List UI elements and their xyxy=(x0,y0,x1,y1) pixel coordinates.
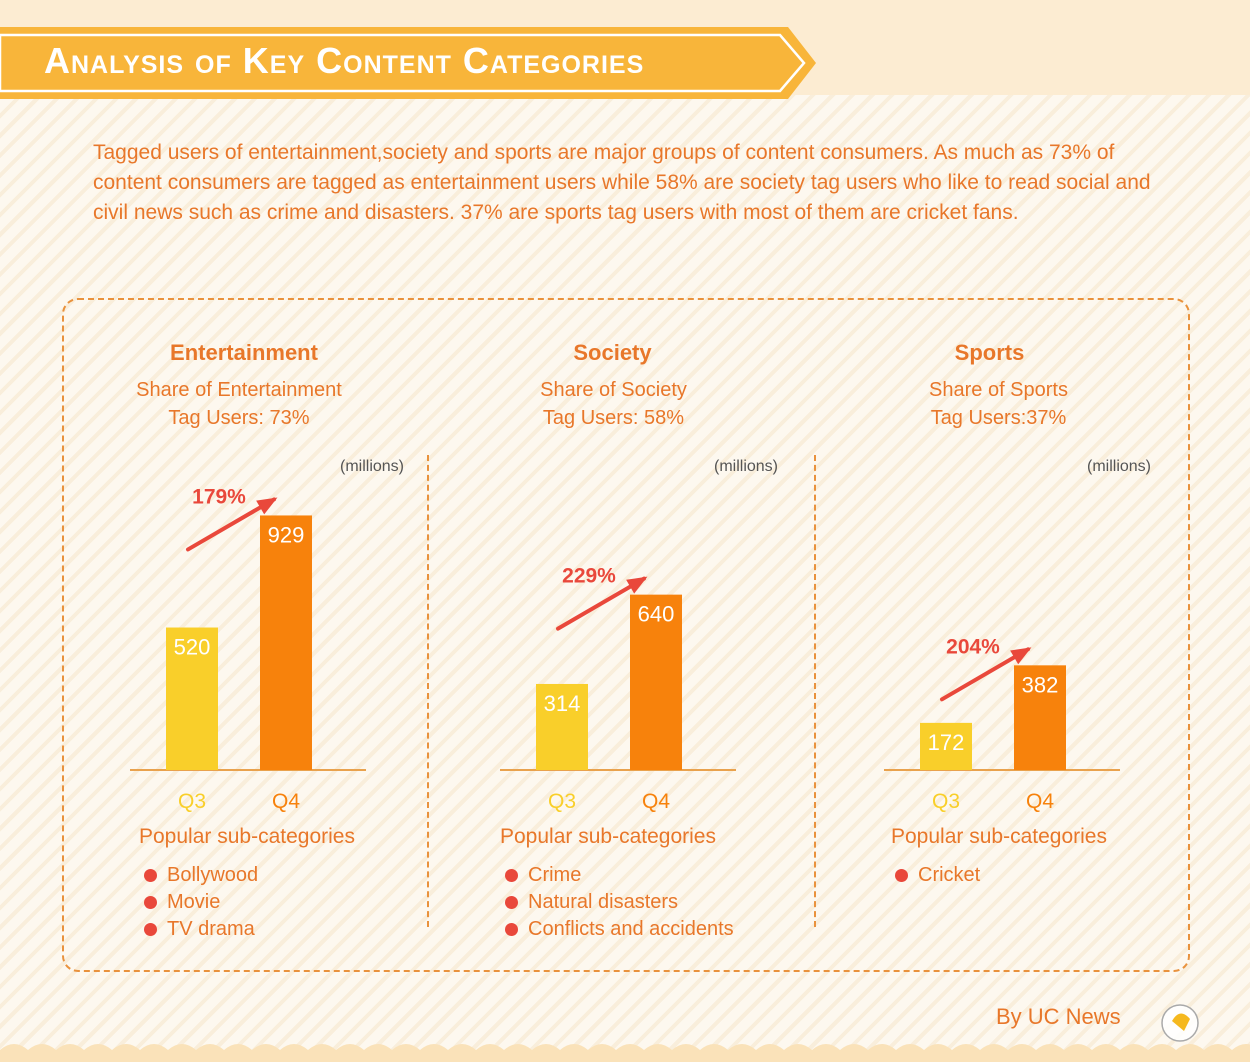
growth-label: 179% xyxy=(192,485,246,508)
category-tick-label: Q4 xyxy=(1026,790,1054,813)
bullet-dot-icon xyxy=(144,923,157,936)
bar-value-label: 640 xyxy=(638,602,675,627)
society-panel: Society Share of Society Tag Users: 58% … xyxy=(430,330,815,970)
popular-label: Popular sub-categories xyxy=(500,825,716,848)
sports-chart: 172 Q3 382 Q4 204% xyxy=(884,635,1120,813)
growth-arrow-icon xyxy=(556,576,646,631)
share-line: Tag Users: 58% xyxy=(542,407,685,429)
popular-label: Popular sub-categories xyxy=(139,825,355,848)
growth-arrow-icon xyxy=(940,647,1030,702)
growth-label: 229% xyxy=(562,565,616,588)
subcategory-item: Movie xyxy=(144,889,258,916)
subcategory-list: Cricket xyxy=(895,862,980,889)
bullet-dot-icon xyxy=(505,869,518,882)
category-tick-label: Q4 xyxy=(272,790,300,813)
growth-label: 204% xyxy=(946,635,1000,658)
credit-text: By UC News xyxy=(996,1004,1121,1029)
subcategory-label: Cricket xyxy=(918,864,981,886)
share-line: Tag Users: 73% xyxy=(168,407,310,429)
panel-title: Sports xyxy=(954,340,1025,365)
bar-q3 xyxy=(920,722,972,770)
subcategory-item: Bollywood xyxy=(144,862,258,889)
category-tick-label: Q3 xyxy=(548,790,576,813)
bar-q4 xyxy=(1014,665,1066,770)
bullet-dot-icon xyxy=(144,896,157,909)
panel-share: Share of Society Tag Users: 58% xyxy=(421,376,806,432)
subcategory-item: Cricket xyxy=(895,862,980,889)
panel-share: Share of Entertainment Tag Users: 73% xyxy=(54,376,424,432)
bullet-dot-icon xyxy=(144,869,157,882)
panel-divider xyxy=(814,455,816,927)
bullet-dot-icon xyxy=(505,896,518,909)
footer-scallop-edge xyxy=(0,1044,1250,1062)
subcategory-item: Conflicts and accidents xyxy=(505,916,734,943)
entertainment-chart: 520 Q3 929 Q4 179% xyxy=(130,485,366,813)
bar-value-label: 929 xyxy=(268,522,305,547)
unit-label: (millions) xyxy=(1087,458,1151,475)
entertainment-panel: Entertainment Share of Entertainment Tag… xyxy=(62,330,432,970)
title-banner xyxy=(0,27,816,99)
bullet-dot-icon xyxy=(505,923,518,936)
subcategory-item: TV drama xyxy=(144,916,258,943)
growth-arrowhead-icon xyxy=(626,576,648,594)
watermark-logo xyxy=(1161,1004,1199,1042)
subcategory-label: Movie xyxy=(167,891,221,913)
intro-paragraph: Tagged users of entertainment,society an… xyxy=(93,141,1151,224)
subcategory-label: Bollywood xyxy=(167,864,259,886)
share-line: Share of Sports xyxy=(929,379,1068,401)
bullet-dot-icon xyxy=(895,869,908,882)
charts-frame xyxy=(62,298,1190,972)
popular-label: Popular sub-categories xyxy=(891,825,1107,848)
growth-arrowhead-icon xyxy=(256,497,278,515)
bar-value-label: 314 xyxy=(544,691,581,716)
page-title: Analysis of Key Content Categories xyxy=(44,40,645,81)
bar-q4 xyxy=(260,515,312,770)
growth-arrowhead-icon xyxy=(1010,647,1032,665)
category-tick-label: Q3 xyxy=(178,790,206,813)
subcategory-list: Bollywood Movie TV drama xyxy=(144,862,258,943)
subcategory-label: Crime xyxy=(528,864,582,886)
unit-label: (millions) xyxy=(714,458,778,475)
bar-q4 xyxy=(630,594,682,770)
share-line: Tag Users:37% xyxy=(930,407,1067,429)
unit-label: (millions) xyxy=(340,458,404,475)
bar-q3 xyxy=(536,683,588,770)
panel-title: Entertainment xyxy=(170,340,318,365)
category-tick-label: Q4 xyxy=(642,790,670,813)
subcategory-item: Natural disasters xyxy=(505,889,734,916)
subcategory-list: Crime Natural disasters Conflicts and acci… xyxy=(505,862,734,943)
society-chart: 314 Q3 640 Q4 229% xyxy=(500,565,736,813)
sports-panel: Sports Share of Sports Tag Users:37% (mi… xyxy=(815,330,1190,970)
subcategory-label: Conflicts and accidents xyxy=(528,918,734,940)
subcategory-item: Crime xyxy=(505,862,734,889)
growth-arrow-icon xyxy=(186,497,276,552)
bar-value-label: 520 xyxy=(174,635,211,660)
bar-q3 xyxy=(166,627,218,770)
panel-divider xyxy=(427,455,429,927)
panel-title: Society xyxy=(573,340,652,365)
bar-value-label: 172 xyxy=(928,730,965,755)
panel-share: Share of Sports Tag Users:37% xyxy=(811,376,1186,432)
bar-value-label: 382 xyxy=(1022,672,1059,697)
share-line: Share of Entertainment xyxy=(136,379,342,401)
category-tick-label: Q3 xyxy=(932,790,960,813)
share-line: Share of Society xyxy=(540,379,687,401)
subcategory-label: Natural disasters xyxy=(528,891,679,913)
subcategory-label: TV drama xyxy=(167,918,255,940)
